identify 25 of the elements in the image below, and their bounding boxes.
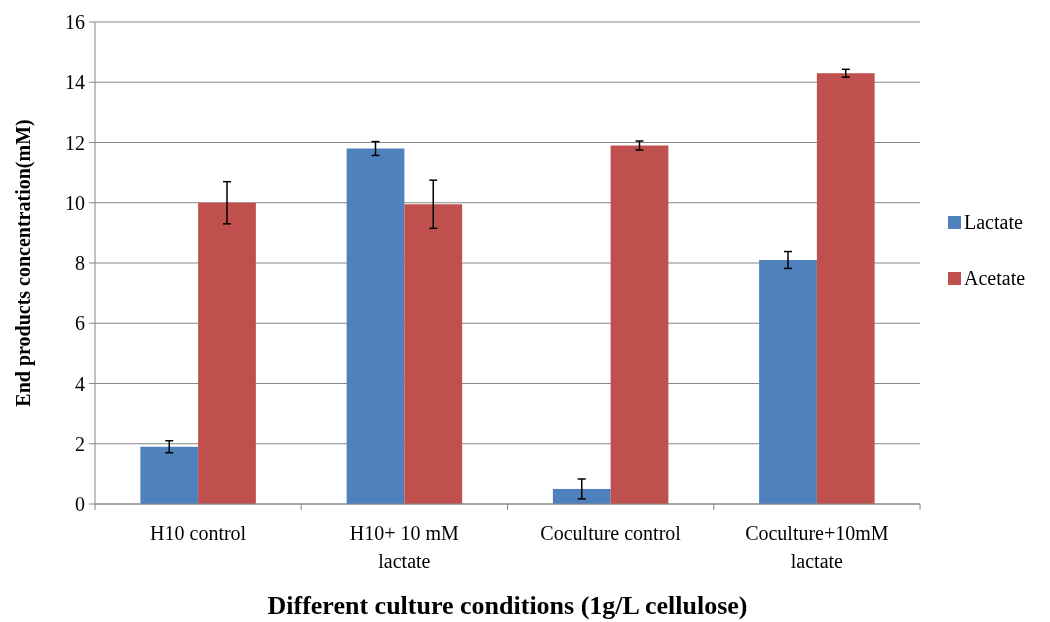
x-tick-label: Coculture control xyxy=(540,522,682,544)
y-tick-label: 6 xyxy=(75,312,85,335)
legend-label: Acetate xyxy=(964,267,1026,289)
x-axis-title: Different culture conditions (1g/L cellulose) xyxy=(267,591,748,620)
y-tick-label: 10 xyxy=(65,191,85,214)
bar xyxy=(346,148,405,504)
y-tick-label: 16 xyxy=(65,11,85,33)
x-tick-label: H10 control xyxy=(150,522,247,544)
bar xyxy=(404,204,463,504)
y-tick-label: 4 xyxy=(75,372,85,395)
y-tick-label: 14 xyxy=(65,71,85,94)
y-tick-label: 2 xyxy=(75,432,85,455)
y-tick-label: 8 xyxy=(75,252,85,274)
y-axis-title: End products concentration(mM) xyxy=(12,119,35,407)
bar xyxy=(198,202,256,504)
bar xyxy=(816,73,875,504)
x-tick-label: H10+ 10 mM lactate xyxy=(349,522,460,572)
y-tick-label: 12 xyxy=(65,131,85,154)
bar xyxy=(552,488,611,504)
bar xyxy=(140,446,199,504)
y-tick-label: 0 xyxy=(75,493,85,515)
bar xyxy=(610,145,669,504)
x-tick-label: Coculture+10mM lactate xyxy=(745,522,889,572)
bar xyxy=(759,259,817,504)
legend-label: Lactate xyxy=(964,211,1023,233)
